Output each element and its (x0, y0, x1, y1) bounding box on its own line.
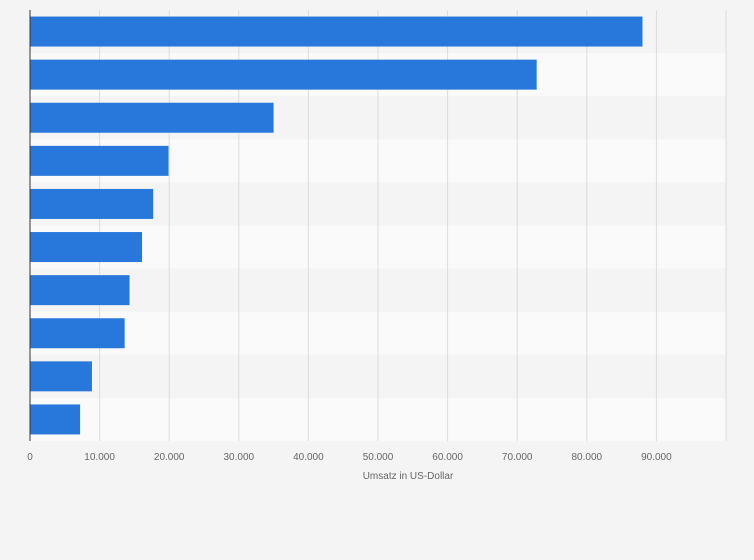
x-tick-label: 40.000 (293, 452, 324, 463)
x-tick-label: 60.000 (432, 452, 463, 463)
x-tick-label: 50.000 (363, 452, 394, 463)
x-tick-label: 90.000 (641, 452, 672, 463)
x-tick-label: 0 (27, 452, 33, 463)
bar[interactable] (30, 232, 143, 263)
bar[interactable] (30, 318, 125, 349)
bar[interactable] (30, 361, 92, 392)
x-tick-label: 30.000 (224, 452, 255, 463)
x-tick-label: 80.000 (572, 452, 603, 463)
x-tick-labels: 0 10.000 20.000 30.000 40.000 50.000 60.000 70.… (27, 452, 672, 463)
bar[interactable] (30, 102, 274, 133)
x-tick-label: 70.000 (502, 452, 533, 463)
bar[interactable] (30, 188, 154, 219)
x-tick-label: 10.000 (84, 452, 115, 463)
bars (30, 16, 643, 435)
x-tick-label: 20.000 (154, 452, 185, 463)
x-axis-title: Umsatz in US-Dollar (363, 471, 454, 482)
bar[interactable] (30, 59, 537, 90)
bar[interactable] (30, 404, 81, 435)
bar[interactable] (30, 275, 130, 306)
bar[interactable] (30, 145, 169, 176)
bar[interactable] (30, 16, 643, 47)
